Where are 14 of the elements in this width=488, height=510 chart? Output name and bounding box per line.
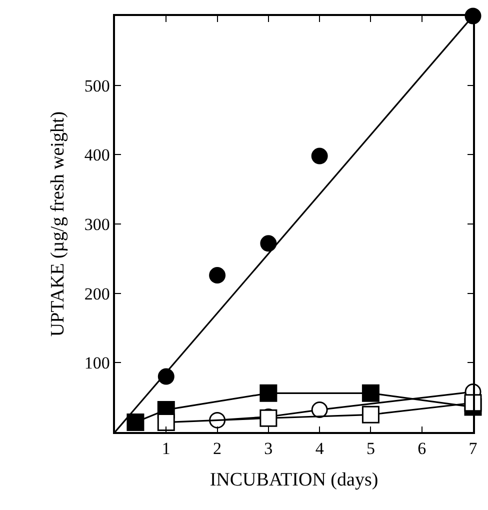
x-tick-label: 7 [468, 439, 478, 458]
y-axis-title: UPTAKE (µg/g fresh weight) [48, 111, 69, 337]
x-tick-label: 5 [366, 439, 375, 458]
y-tick-label: 100 [84, 354, 110, 373]
x-tick-label: 1 [162, 439, 170, 458]
x-tick-label: 3 [264, 439, 273, 458]
y-tick-label: 400 [84, 146, 110, 165]
y-tick-label: 200 [84, 284, 110, 304]
x-axis-title: INCUBATION (days) [210, 469, 378, 490]
y-tick-label: 300 [84, 214, 110, 234]
x-tick-label: 4 [315, 439, 324, 458]
y-tick-label: 500 [84, 76, 110, 96]
x-tick-label: 2 [213, 439, 222, 458]
x-tick-label: 6 [418, 439, 426, 458]
